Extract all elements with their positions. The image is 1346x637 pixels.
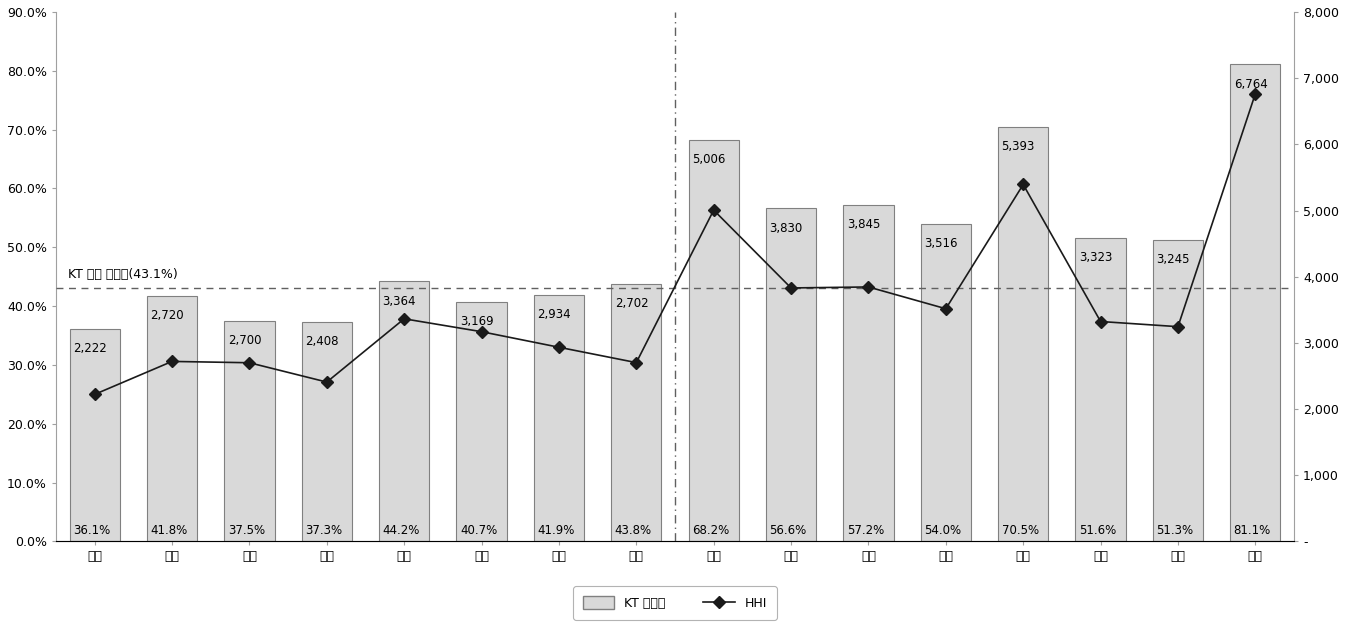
Text: 70.5%: 70.5% xyxy=(1001,524,1039,537)
Text: 3,169: 3,169 xyxy=(460,315,494,328)
Text: 81.1%: 81.1% xyxy=(1234,524,1271,537)
Text: 51.3%: 51.3% xyxy=(1156,524,1194,537)
Bar xyxy=(611,283,661,541)
Legend: KT 점유율, HHI: KT 점유율, HHI xyxy=(573,586,777,620)
Text: 40.7%: 40.7% xyxy=(460,524,497,537)
Bar xyxy=(921,224,970,541)
Text: 2,934: 2,934 xyxy=(537,308,571,321)
Bar xyxy=(689,140,739,541)
Text: 5,393: 5,393 xyxy=(1001,140,1035,153)
Text: 2,408: 2,408 xyxy=(306,335,339,348)
Text: 37.3%: 37.3% xyxy=(306,524,342,537)
Text: 36.1%: 36.1% xyxy=(73,524,110,537)
Text: 51.6%: 51.6% xyxy=(1079,524,1116,537)
Text: 41.8%: 41.8% xyxy=(151,524,187,537)
Text: 54.0%: 54.0% xyxy=(925,524,961,537)
Text: 3,845: 3,845 xyxy=(847,218,880,231)
Text: 3,830: 3,830 xyxy=(770,222,802,234)
Text: 56.6%: 56.6% xyxy=(770,524,806,537)
Bar xyxy=(997,127,1049,541)
Text: 3,364: 3,364 xyxy=(382,295,416,308)
Text: 41.9%: 41.9% xyxy=(537,524,575,537)
Text: 37.5%: 37.5% xyxy=(227,524,265,537)
Bar xyxy=(1230,64,1280,541)
Bar xyxy=(147,296,197,541)
Text: 68.2%: 68.2% xyxy=(692,524,730,537)
Text: 6,764: 6,764 xyxy=(1234,78,1268,90)
Bar xyxy=(766,208,816,541)
Bar xyxy=(1152,240,1203,541)
Text: KT 전국 점유율(43.1%): KT 전국 점유율(43.1%) xyxy=(69,268,178,281)
Text: 3,516: 3,516 xyxy=(925,237,957,250)
Text: 2,720: 2,720 xyxy=(151,309,184,322)
Text: 43.8%: 43.8% xyxy=(615,524,651,537)
Text: 5,006: 5,006 xyxy=(692,154,725,166)
Text: 3,245: 3,245 xyxy=(1156,253,1190,266)
Bar xyxy=(844,205,894,541)
Bar xyxy=(380,282,429,541)
Bar xyxy=(456,302,506,541)
Bar xyxy=(1075,238,1125,541)
Bar xyxy=(534,295,584,541)
Text: 2,700: 2,700 xyxy=(227,334,261,347)
Bar xyxy=(302,322,351,541)
Text: 2,702: 2,702 xyxy=(615,297,649,310)
Text: 44.2%: 44.2% xyxy=(382,524,420,537)
Bar xyxy=(225,321,275,541)
Bar xyxy=(70,329,120,541)
Text: 2,222: 2,222 xyxy=(73,342,106,355)
Text: 57.2%: 57.2% xyxy=(847,524,884,537)
Text: 3,323: 3,323 xyxy=(1079,251,1112,264)
